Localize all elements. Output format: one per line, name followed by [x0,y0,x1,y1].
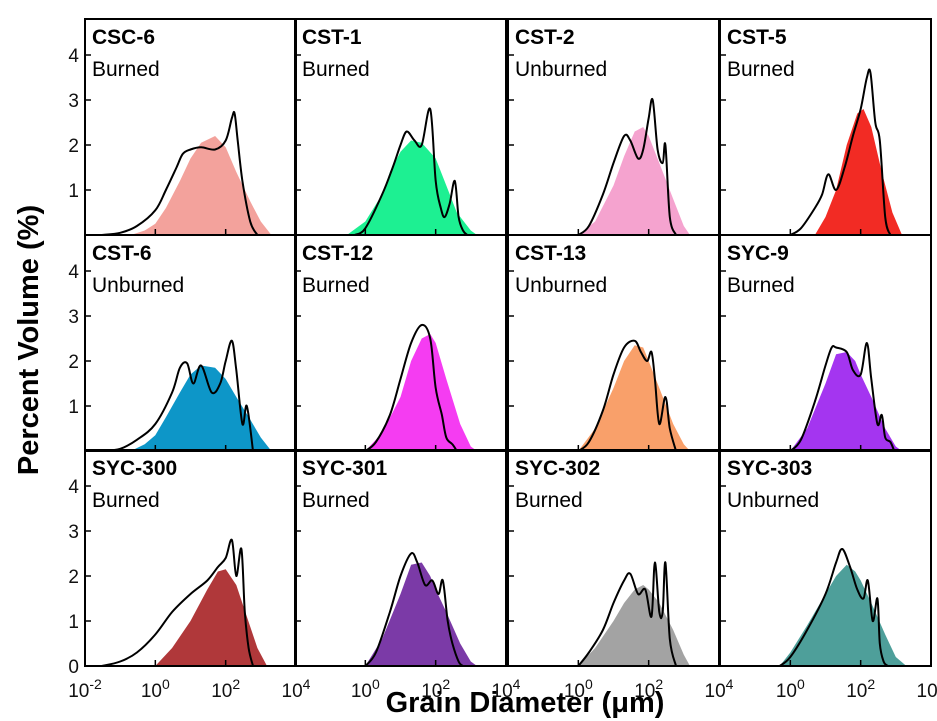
line-distribution-syc-303 [779,548,889,667]
line-distribution-syc-300 [101,538,254,667]
panel-burn-status: Burned [302,489,370,512]
panel-sample-name: CST-6 [92,242,152,265]
panel-burn-status: Unburned [515,58,607,81]
panel-frame [294,449,507,667]
x-axis-title: Grain Diameter (μm) [386,687,665,719]
panel-sample-name: SYC-300 [92,457,177,480]
y-tick-label: 1 [68,612,79,633]
panel-sample-name: SYC-9 [727,242,789,265]
line-distribution-syc-9 [789,341,896,452]
y-tick-label: 4 [68,262,79,283]
panel-sample-name: CST-2 [515,26,575,49]
panel-sample-name: SYC-303 [727,457,812,480]
fill-distribution-cst-6 [130,365,272,451]
panel-burn-status: Burned [727,274,795,297]
fill-distribution-syc-302 [578,585,690,666]
x-tick-label: 104 [492,676,521,702]
y-tick-label: 3 [68,522,79,543]
panel-grid: CSC-6 Burned CST-1 Burned CST-2 Unburned CST-5… [84,18,932,667]
y-tick-label-zero: 0 [68,657,79,678]
x-tick-label: 102 [634,676,663,702]
panel-syc-9: SYC-9 Burned [719,234,932,452]
panel-burn-status: Burned [92,58,160,81]
y-tick-label: 2 [68,352,79,373]
y-tick-label: 4 [68,477,79,498]
panel-burn-status: Burned [92,489,160,512]
panel-sample-name: CST-13 [515,242,586,265]
tick-labels: 1 2 3 4 1 2 3 4 1 2 3 4 010-2 100 102 104 100 102 104 100 10… [68,46,937,702]
panel-syc-301: SYC-301 Burned [294,449,507,667]
y-tick-label: 1 [68,397,79,418]
line-distribution-cst-6 [101,339,254,452]
line-distribution-syc-302 [577,561,677,667]
panel-burn-status: Unburned [92,274,184,297]
fill-distribution-syc-303 [779,564,907,666]
panel-sample-name: CST-12 [302,242,373,265]
panel-csc-6: CSC-6 Burned [84,18,297,236]
fill-distribution-cst-13 [578,345,690,451]
x-tick-label: 100 [351,676,380,702]
fill-distribution-cst-1 [346,140,477,235]
panel-burn-status: Burned [302,274,370,297]
panel-sample-name: CST-5 [727,26,787,49]
fill-distribution-cst-5 [814,109,902,235]
panel-burn-status: Burned [302,58,370,81]
line-distribution-cst-2 [577,97,677,236]
fill-distribution-syc-9 [790,352,902,451]
fill-distribution-csc-6 [130,136,272,235]
y-tick-label: 3 [68,91,79,112]
x-tick-label: 10-2 [68,676,102,702]
panel-cst-12: CST-12 Burned [294,234,507,452]
line-distribution-syc-301 [364,552,464,667]
panel-sample-name: CSC-6 [92,26,155,49]
panel-cst-6: CST-6 Unburned [84,234,297,452]
fill-distribution-syc-301 [365,562,477,666]
y-axis-title: Percent Volume (%) [13,205,45,475]
panel-cst-5: CST-5 Burned [719,18,932,236]
panel-burn-status: Unburned [515,274,607,297]
panel-syc-300: SYC-300 Burned [84,449,297,667]
x-tick-label: 102 [421,676,450,702]
x-tick-label: 104 [705,676,734,702]
x-tick-label: 102 [211,676,240,702]
x-tick-label: 104 [282,676,311,702]
y-tick-label: 3 [68,307,79,328]
panel-syc-302: SYC-302 Burned [507,449,720,667]
panel-burn-status: Unburned [727,489,819,512]
line-distribution-cst-5 [789,68,892,236]
panel-frame [719,449,932,667]
fill-distribution-cst-12 [365,334,477,451]
panel-cst-2: CST-2 Unburned [507,18,720,236]
x-tick-label: 100 [776,676,805,702]
panel-cst-13: CST-13 Unburned [507,234,720,452]
panel-sample-name: SYC-302 [515,457,600,480]
panel-frame [719,18,932,236]
panel-sample-name: CST-1 [302,26,362,49]
panel-burn-status: Burned [727,58,795,81]
panel-syc-303: SYC-303 Unburned [719,449,932,667]
y-tick-label: 1 [68,181,79,202]
line-distribution-csc-6 [101,110,259,236]
panel-cst-1: CST-1 Burned [294,18,507,236]
x-tick-label: 100 [564,676,593,702]
y-tick-label: 2 [68,136,79,157]
y-tick-label: 4 [68,46,79,67]
x-tick-label: 104 [917,676,937,702]
x-tick-label: 102 [846,676,875,702]
fill-distribution-syc-300 [155,569,267,666]
y-tick-label: 2 [68,567,79,588]
line-distribution-cst-13 [577,339,677,452]
line-distribution-cst-1 [354,107,469,236]
panel-sample-name: SYC-301 [302,457,388,480]
x-tick-label: 100 [141,676,170,702]
line-distribution-cst-12 [364,323,458,452]
panel-burn-status: Burned [515,489,583,512]
fill-distribution-cst-2 [578,127,690,235]
